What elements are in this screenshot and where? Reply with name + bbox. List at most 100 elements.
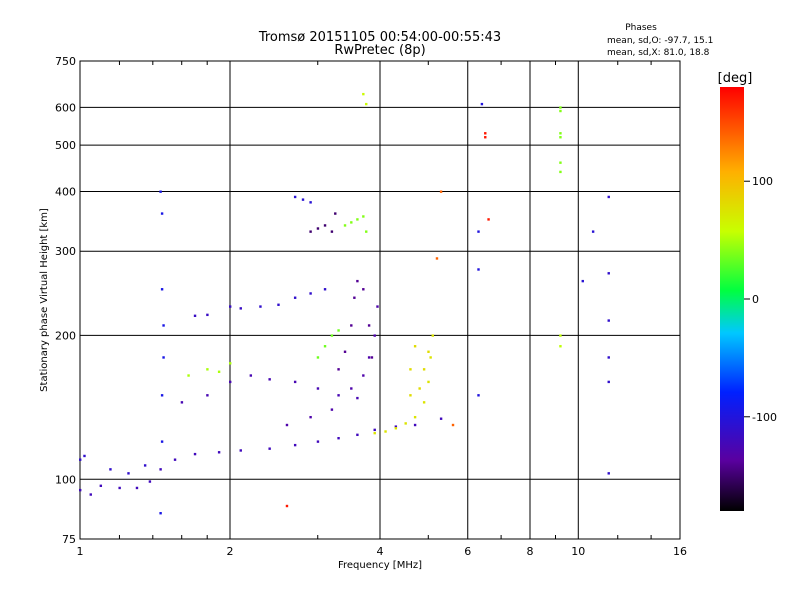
data-point [413,415,417,419]
colorbar-label: [deg] [718,71,753,86]
data-point [330,408,334,411]
data-point [193,452,197,456]
y-tick-label: 600 [55,101,76,114]
data-point [362,92,365,96]
data-point [409,368,412,371]
data-point [293,380,297,384]
data-point [356,433,359,437]
data-point [356,218,359,221]
data-point [350,324,353,327]
data-point [362,288,365,291]
stats-heading: Phases [625,23,657,33]
stats-line-x: mean, sd,X: 81.0, 18.8 [607,48,710,58]
data-point [362,215,365,218]
colorbar-tick-label: -100 [752,411,777,424]
data-point [559,170,562,174]
data-point [370,356,374,359]
data-point [162,324,165,327]
x-tick-label: 8 [527,545,534,558]
data-point [180,401,184,404]
data-point [607,380,610,384]
data-point [404,422,407,425]
colorbar-tick-label: 100 [752,175,773,188]
data-point [277,303,280,306]
data-point [451,423,455,427]
x-tick-label: 2 [227,545,234,558]
data-point [309,230,312,233]
data-point [206,368,209,371]
data-point [160,288,164,291]
data-point [259,305,262,308]
data-point [83,454,86,458]
data-point [323,224,327,227]
data-point [229,305,232,308]
data-point [79,458,82,461]
stats-line-o: mean, sd,O: -97.7, 15.1 [607,36,713,46]
x-tick-label: 10 [571,545,585,558]
data-point [323,345,327,348]
data-point [337,394,340,397]
data-point [365,230,368,233]
data-point [239,449,242,452]
x-tick-label: 16 [673,545,687,558]
y-tick-label: 100 [55,473,76,486]
data-point [373,428,376,432]
data-point [343,350,347,353]
data-point [337,329,340,332]
y-tick-label: 400 [55,185,76,198]
data-point [206,313,209,317]
data-point [206,394,209,397]
colorbar-ticks: 100 0 -100 [744,175,777,424]
data-point [439,417,443,420]
data-point [427,380,430,384]
data-point [143,464,147,467]
data-point [373,431,376,435]
data-point [484,132,487,135]
chart-title: Tromsø 20151105 00:54:00-00:55:43 [258,30,501,45]
data-point [422,401,426,404]
data-point [159,512,162,515]
data-point [309,415,312,419]
data-point [301,198,305,201]
data-point [109,468,112,471]
data-point [607,195,610,199]
data-point [607,272,610,275]
data-point [343,224,347,227]
data-point [365,102,368,106]
data-point [431,334,434,337]
x-tick-label: 4 [377,545,384,558]
data-point [427,350,430,353]
data-point [89,493,92,496]
data-point [159,190,162,193]
data-point [293,195,297,199]
y-tick-label: 750 [55,55,76,68]
data-point [187,374,190,377]
data-point [217,451,221,454]
data-point [323,288,327,291]
x-axis: 1 2 4 6 8 10 16 [77,61,687,558]
data-point [367,324,371,327]
data-point [334,212,337,215]
data-point [79,488,82,492]
data-point [607,472,610,475]
data-point [559,161,562,164]
data-point [229,362,232,365]
data-point [285,504,289,508]
data-point [293,443,297,447]
data-point [135,486,139,490]
data-point [559,106,562,109]
data-point [268,378,271,381]
data-point [293,296,297,299]
data-point [418,387,421,390]
data-point [362,374,365,377]
data-point [607,319,610,322]
data-point [487,218,490,221]
data-point [477,394,480,397]
y-axis-label: Stationary phase Virtual Height [km] [39,208,50,392]
data-point [384,430,387,433]
data-point [356,396,359,400]
data-point [394,425,398,428]
grid [80,61,680,539]
data-point [316,387,320,390]
x-axis-label: Frequency [MHz] [338,560,422,571]
